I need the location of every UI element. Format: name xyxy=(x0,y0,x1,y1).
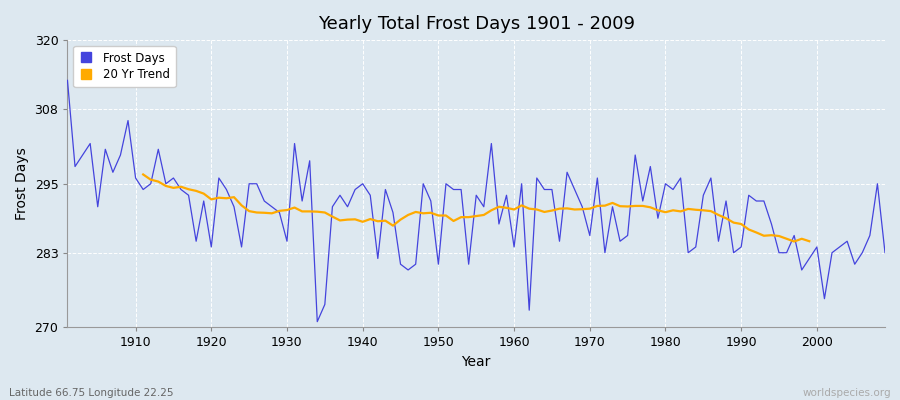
Line: Frost Days: Frost Days xyxy=(68,80,885,322)
Frost Days xyxy=(312,319,323,324)
Frost Days xyxy=(879,250,890,255)
Frost Days xyxy=(608,204,618,209)
20 Yr Trend xyxy=(788,239,799,244)
Legend: Frost Days, 20 Yr Trend: Frost Days, 20 Yr Trend xyxy=(74,46,176,87)
20 Yr Trend xyxy=(221,196,232,201)
20 Yr Trend xyxy=(274,208,284,213)
Y-axis label: Frost Days: Frost Days xyxy=(15,147,29,220)
20 Yr Trend xyxy=(479,212,490,217)
Frost Days xyxy=(342,204,353,209)
Frost Days xyxy=(517,181,527,186)
20 Yr Trend xyxy=(138,172,148,177)
Frost Days xyxy=(508,244,519,249)
20 Yr Trend xyxy=(395,217,406,222)
Frost Days xyxy=(62,78,73,83)
Title: Yearly Total Frost Days 1901 - 2009: Yearly Total Frost Days 1901 - 2009 xyxy=(318,15,634,33)
Text: Latitude 66.75 Longitude 22.25: Latitude 66.75 Longitude 22.25 xyxy=(9,388,174,398)
Text: worldspecies.org: worldspecies.org xyxy=(803,388,891,398)
20 Yr Trend xyxy=(804,239,814,244)
X-axis label: Year: Year xyxy=(462,355,490,369)
20 Yr Trend xyxy=(728,220,739,225)
Frost Days xyxy=(122,118,133,123)
Frost Days xyxy=(289,141,300,146)
20 Yr Trend xyxy=(206,197,217,202)
Line: 20 Yr Trend: 20 Yr Trend xyxy=(143,174,809,242)
